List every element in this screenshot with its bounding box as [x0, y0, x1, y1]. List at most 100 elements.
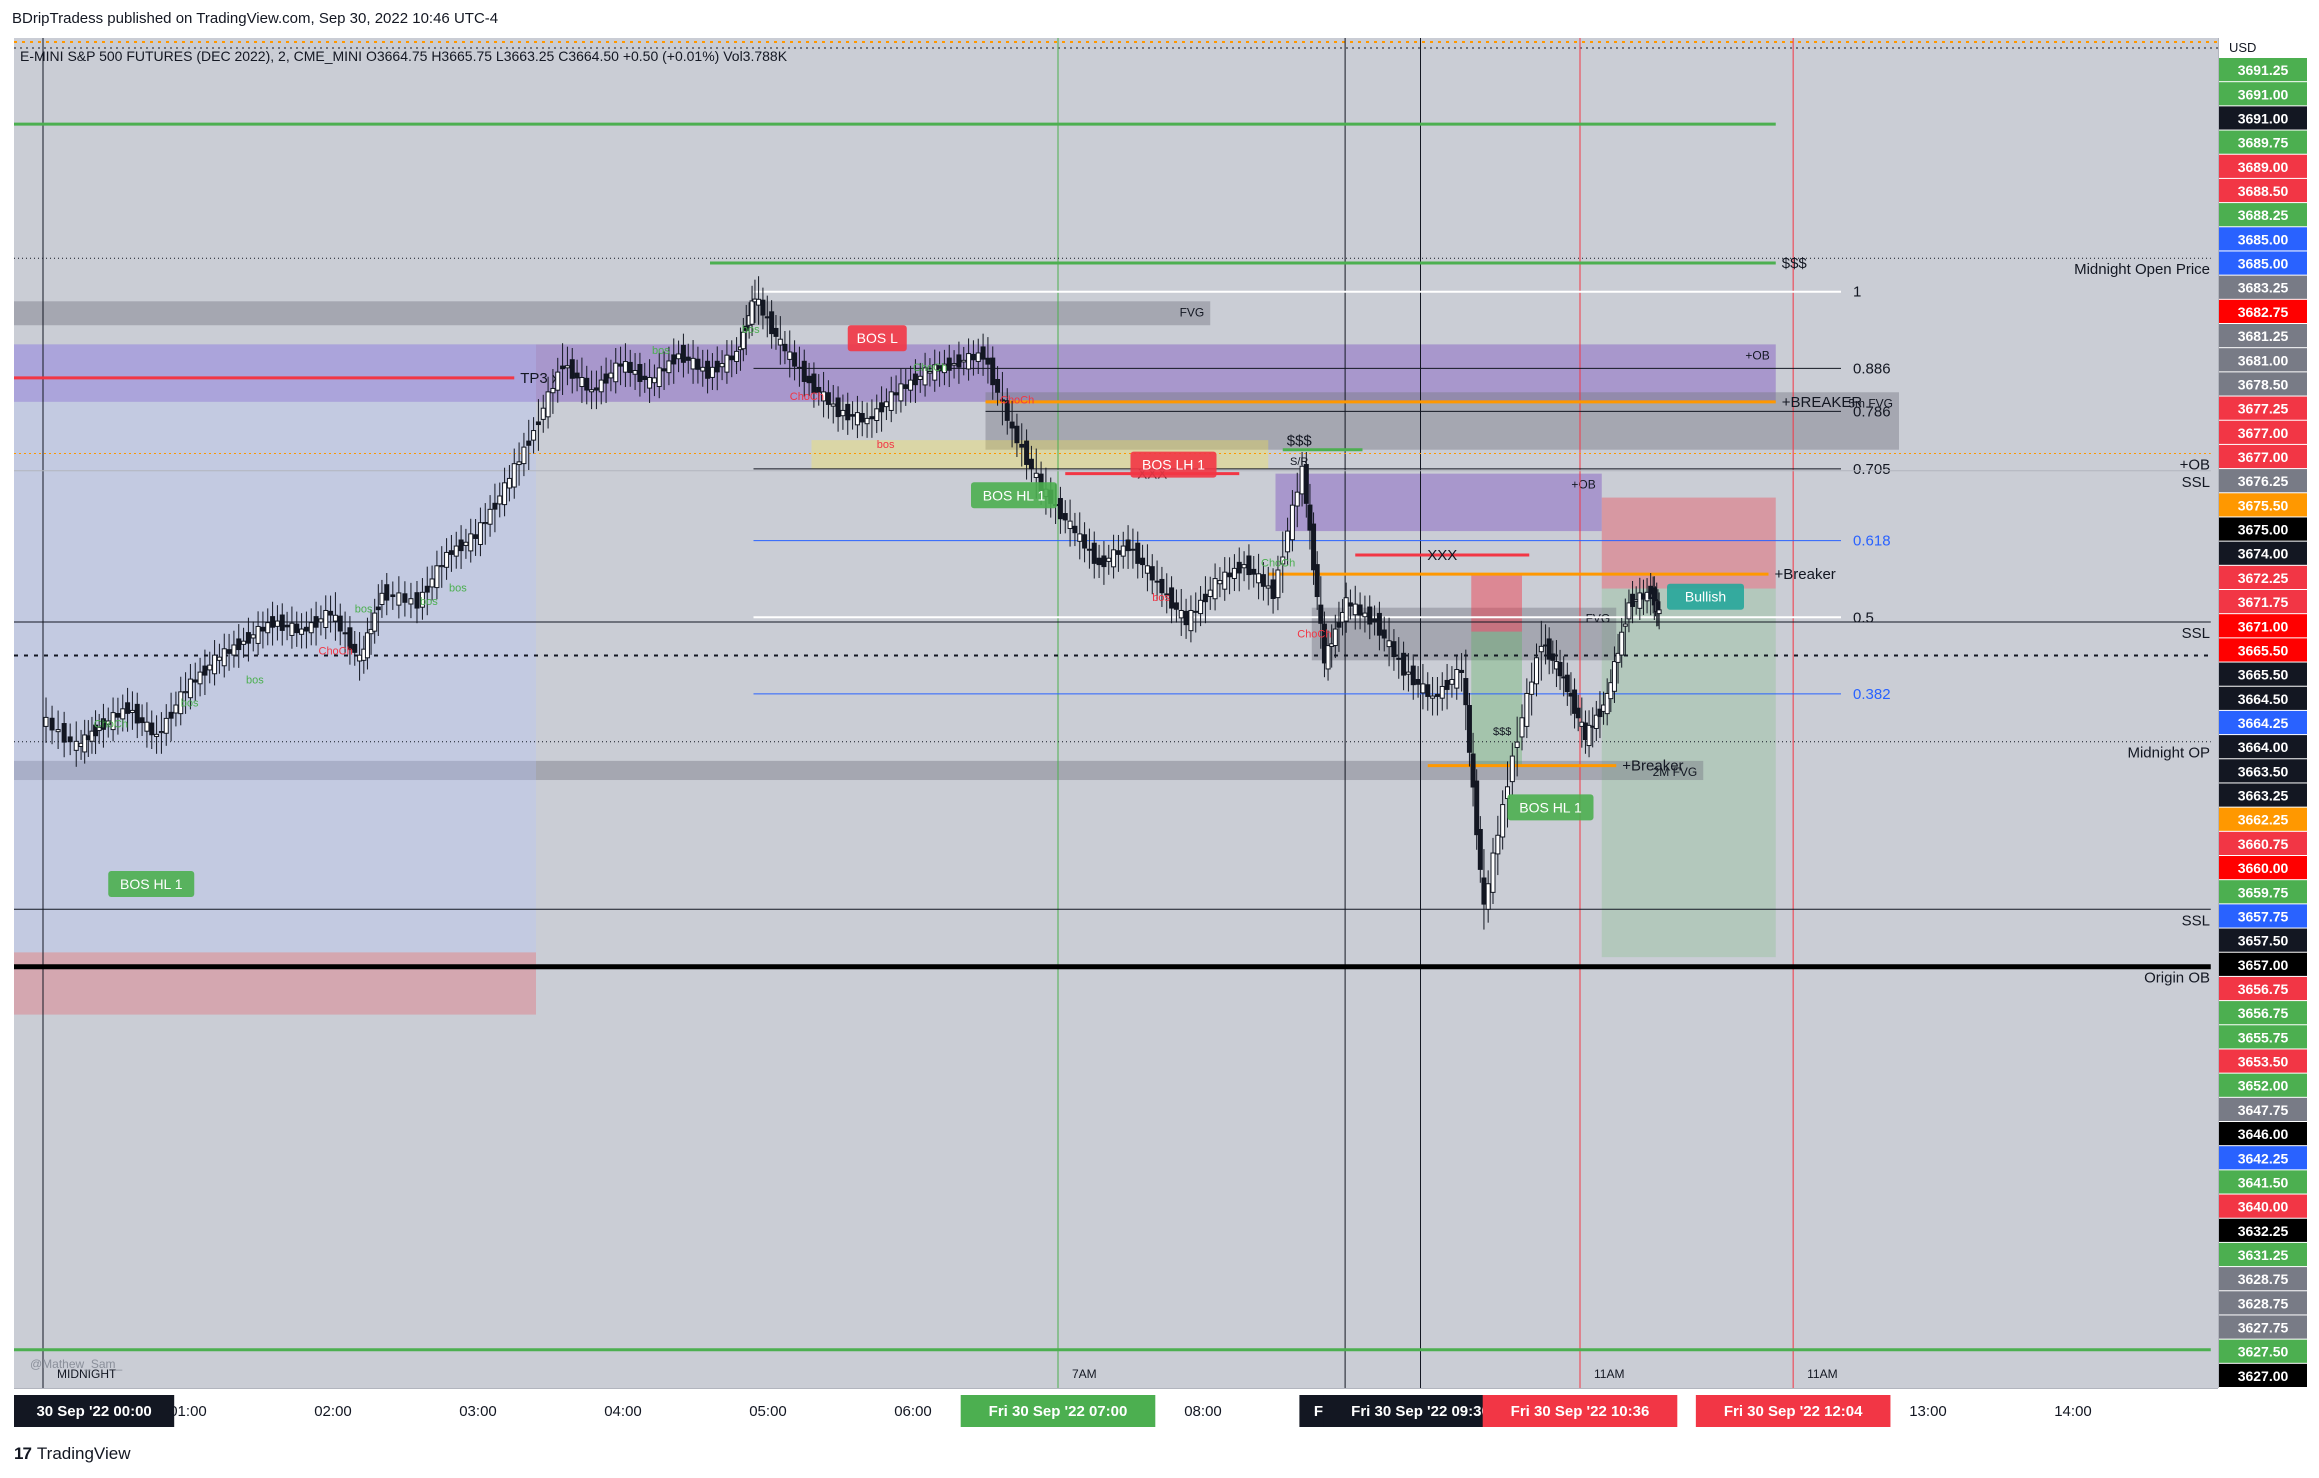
price-label-box: [2219, 275, 2307, 299]
candle-body: [903, 384, 909, 389]
price-label-box: [2219, 106, 2307, 130]
candle-body: [1381, 629, 1387, 639]
candle-body: [535, 421, 541, 426]
price-label-box: [2219, 565, 2307, 589]
candle-body: [105, 720, 111, 725]
price-label-text: 3660.00: [2238, 860, 2289, 876]
price-label-text: 3683.25: [2238, 280, 2289, 296]
price-chart[interactable]: FVG +OB 5m FVG +OB FVG 2M FVG MIDNIGHT 7AM 11AM 1…: [14, 38, 2218, 1388]
price-label-box: [2219, 130, 2307, 154]
candle-body: [680, 344, 686, 363]
chart-area[interactable]: FVG +OB 5m FVG +OB FVG 2M FVG MIDNIGHT 7AM 11AM 1…: [14, 38, 2218, 1388]
candle-body: [49, 717, 55, 731]
level-label: 0.618: [1853, 533, 1891, 550]
candle-body: [482, 522, 488, 525]
candle-body: [497, 495, 503, 505]
currency-label: USD: [2229, 40, 2256, 55]
candle-body: [250, 634, 256, 639]
candle-body: [1401, 652, 1407, 676]
candle-body: [821, 391, 827, 402]
price-label-text: 3681.00: [2238, 352, 2289, 368]
footer: 17 TradingView: [0, 1432, 2319, 1478]
price-label-text: 3664.25: [2238, 715, 2289, 731]
candle-body: [999, 399, 1005, 402]
candle-body: [840, 409, 846, 417]
candle-body: [845, 403, 851, 421]
tradingview-logo[interactable]: 17 TradingView: [14, 1444, 130, 1464]
candle-body: [830, 403, 836, 407]
price-label-box: [2219, 735, 2307, 759]
price-axis-labels: USD 3691.25 3691.00 3691.00 3689.75 3689.00 36…: [2219, 40, 2307, 1387]
candle-body: [1303, 464, 1309, 504]
candle-body: [850, 414, 856, 417]
candle-body: [975, 352, 981, 362]
price-label-text: 3677.00: [2238, 449, 2289, 465]
price-label-box: [2219, 1025, 2307, 1049]
price-label-text: 3628.75: [2238, 1271, 2289, 1287]
structure-label: S/R: [1290, 456, 1308, 468]
price-label-text: 3653.50: [2238, 1054, 2289, 1070]
candle-body: [323, 609, 329, 628]
price-label-text: 3671.00: [2238, 618, 2289, 634]
price-label-box: [2219, 856, 2307, 880]
candle-body: [1405, 671, 1411, 675]
level-label: 0.382: [1853, 686, 1891, 703]
time-label-text: 13:00: [1909, 1403, 1947, 1420]
price-axis[interactable]: USD 3691.25 3691.00 3691.00 3689.75 3689.00 36…: [2218, 38, 2310, 1388]
candle-body: [100, 718, 106, 730]
candle-body: [1321, 623, 1327, 664]
candle-body: [61, 723, 67, 743]
candle-body: [608, 372, 614, 379]
candle-body: [1466, 705, 1472, 753]
candle-body: [1314, 564, 1320, 598]
candle-body: [1572, 689, 1578, 714]
candle-body: [82, 734, 88, 753]
candle-body: [516, 461, 522, 466]
level-label: 0.5: [1853, 609, 1874, 626]
price-label-box: [2219, 614, 2307, 638]
bos-badge: [971, 482, 1057, 509]
candle-body: [115, 712, 121, 718]
time-axis[interactable]: 30 Sep '22 00:00 01:00 02:00 03:00 04:00 05:0…: [14, 1388, 2218, 1433]
candle-body: [299, 628, 305, 635]
candle-body: [1332, 628, 1338, 647]
candle-body: [714, 360, 720, 373]
level-label: Midnight Open Price: [2074, 261, 2210, 278]
publisher-bar: BDripTradess published on TradingView.co…: [0, 0, 2319, 38]
candle-body: [1439, 685, 1445, 699]
candle-body: [656, 367, 662, 388]
candle-body: [796, 366, 802, 369]
candle-body: [564, 365, 570, 369]
candle-body: [1391, 641, 1397, 658]
candle-body: [134, 703, 140, 724]
price-label-box: [2219, 638, 2307, 662]
candle-body: [1260, 574, 1266, 587]
structure-label: bos: [742, 324, 760, 336]
candle-body: [990, 357, 996, 386]
price-label-text: 3691.25: [2238, 62, 2289, 78]
candle-body: [1336, 622, 1342, 628]
price-label-box: [2219, 1218, 2307, 1242]
candle-body: [879, 402, 885, 413]
candle-body: [1534, 657, 1539, 685]
price-label-text: 3642.25: [2238, 1150, 2289, 1166]
structure-label: bos: [652, 345, 670, 357]
candle-body: [73, 740, 79, 751]
price-label-text: 3662.25: [2238, 812, 2289, 828]
candle-body: [168, 711, 174, 719]
candle-body: [372, 612, 378, 632]
candle-body: [1430, 695, 1436, 699]
candle-body: [589, 389, 595, 393]
price-label-box: [2219, 880, 2307, 904]
candle-body: [424, 585, 430, 593]
candle-body: [468, 533, 474, 552]
candle-body: [1173, 602, 1179, 610]
candle-body: [279, 614, 285, 631]
price-label-text: 3675.50: [2238, 497, 2289, 513]
candle-body: [1619, 631, 1625, 656]
time-label-text: 03:00: [459, 1403, 497, 1420]
candle-body: [352, 643, 358, 653]
candle-body: [661, 368, 667, 372]
candle-body: [1198, 599, 1204, 615]
candle-body: [917, 375, 923, 380]
